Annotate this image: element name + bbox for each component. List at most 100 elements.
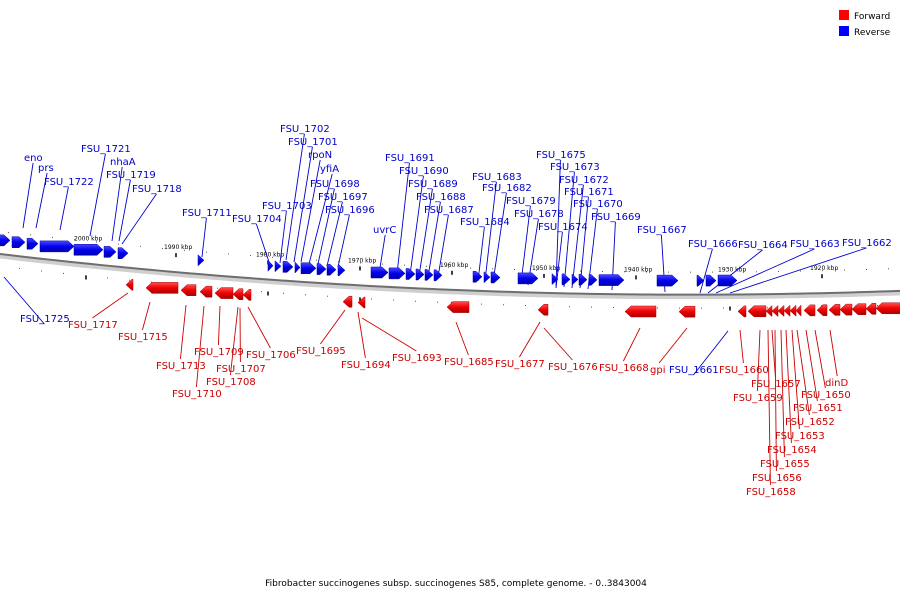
gene-arrow-reverse (405, 268, 416, 280)
gene-leader-line (492, 192, 507, 283)
gene-label: FSU_1718 (132, 184, 182, 195)
gene-label: FSU_1701 (288, 137, 338, 148)
gene-arrow-forward (537, 304, 549, 316)
scale-dot (591, 306, 592, 308)
gene-arrow-reverse (717, 274, 738, 287)
gene-leader-line (455, 321, 469, 356)
gene-label: gpi (650, 365, 665, 376)
gene-arrow-reverse (705, 274, 717, 287)
scale-dot (206, 251, 207, 253)
gene-arrows (0, 234, 900, 318)
gene-arrow-reverse (588, 274, 598, 286)
scale-dot (844, 269, 845, 271)
scale-dot (756, 271, 757, 273)
scale-dot (228, 253, 229, 255)
gene-arrow-reverse (11, 236, 26, 248)
gene-leader-line (141, 301, 151, 331)
gene-leader-line (89, 153, 106, 237)
gene-label: FSU_1713 (156, 361, 206, 372)
scale-dot (8, 231, 9, 233)
scale-dot (690, 271, 691, 273)
gene-arrow-forward (737, 305, 747, 318)
scale-dot (338, 261, 339, 263)
gene-arrow-reverse (274, 260, 282, 273)
gene-leader-line (520, 205, 531, 284)
gene-leader-line (579, 196, 589, 289)
gene-label: FSU_1678 (514, 209, 564, 220)
gene-label: FSU_1676 (548, 362, 598, 373)
scale-tick-label: 1930 kbp (718, 267, 746, 274)
gene-arrow-reverse (117, 247, 129, 259)
gene-leader-line (111, 166, 123, 242)
scale-dot (778, 271, 779, 272)
scale-dot (866, 269, 867, 270)
gene-leader-line (715, 248, 815, 294)
gene-leader-line (300, 159, 321, 263)
gene-label: FSU_1659 (733, 393, 783, 404)
scale-tick-label: 1950 kbp (532, 265, 560, 272)
gene-leader-lines (3, 133, 867, 486)
gene-label: FSU_1653 (775, 431, 825, 442)
gene-leader-line (92, 292, 129, 319)
gene-arrow-reverse (39, 240, 75, 253)
gene-arrow-reverse (696, 274, 705, 287)
scale-dot (151, 281, 152, 283)
gene-leader-line (767, 329, 771, 486)
gene-arrow-reverse (388, 267, 406, 280)
gene-arrow-reverse (282, 261, 294, 273)
gene-label: FSU_1672 (559, 175, 609, 186)
gene-label: FSU_1689 (408, 179, 458, 190)
gene-arrow-reverse (551, 273, 559, 286)
gene-arrow-forward (342, 295, 353, 308)
gene-leader-line (118, 179, 131, 242)
gene-label: FSU_1708 (206, 377, 256, 388)
legend-reverse-label: Reverse (854, 28, 891, 38)
gene-label: FSU_1711 (182, 208, 232, 219)
gene-leader-line (308, 173, 333, 265)
gene-label: FSU_1707 (216, 364, 266, 375)
scale-dot (437, 301, 438, 303)
scale-dot (107, 277, 108, 279)
legend-forward-label: Forward (854, 12, 890, 22)
gene-label: prs (38, 163, 54, 174)
gene-leader-line (35, 172, 48, 229)
gene-label: FSU_1677 (495, 359, 545, 370)
gene-leader-line (320, 309, 346, 345)
gene-leader-line (217, 305, 221, 346)
scale-dot (129, 279, 130, 281)
gene-arrow-reverse (483, 271, 491, 284)
scale-dot (261, 291, 262, 293)
gene-arrow-forward (214, 287, 234, 299)
gene-label: FSU_1709 (194, 347, 244, 358)
scale-dot (888, 268, 889, 270)
gene-arrow-forward (624, 305, 657, 318)
scale-dot (250, 255, 251, 257)
gene-arrow-forward (232, 288, 244, 300)
scale-dot (503, 304, 504, 306)
gene-label: FSU_1695 (296, 346, 346, 357)
gene-arrow-forward (795, 304, 802, 317)
scale-dot (426, 265, 427, 267)
gene-arrow-forward (851, 303, 867, 315)
gene-label: FSU_1652 (785, 417, 835, 428)
scale-dot (822, 270, 823, 272)
gene-label: uvrC (373, 225, 396, 236)
gene-arrow-reverse (0, 234, 11, 247)
gene-leader-line (255, 223, 271, 266)
scale-dot (525, 305, 526, 306)
legend-reverse-swatch (839, 26, 849, 36)
gene-leader-line (326, 201, 343, 267)
scale-dot (701, 307, 702, 309)
gene-leader-line (814, 329, 826, 389)
scale-dot (272, 256, 273, 258)
scale-dot (327, 295, 328, 297)
gene-leader-line (693, 330, 729, 376)
scale-tick-label: 1940 kbp (624, 266, 652, 273)
gene-label: FSU_1664 (738, 240, 788, 251)
scale-dot (382, 263, 383, 265)
gene-label: FSU_1675 (536, 150, 586, 161)
gene-leader-line (805, 329, 818, 402)
gene-leader-line (699, 248, 713, 294)
gene-leader-line (121, 193, 157, 245)
